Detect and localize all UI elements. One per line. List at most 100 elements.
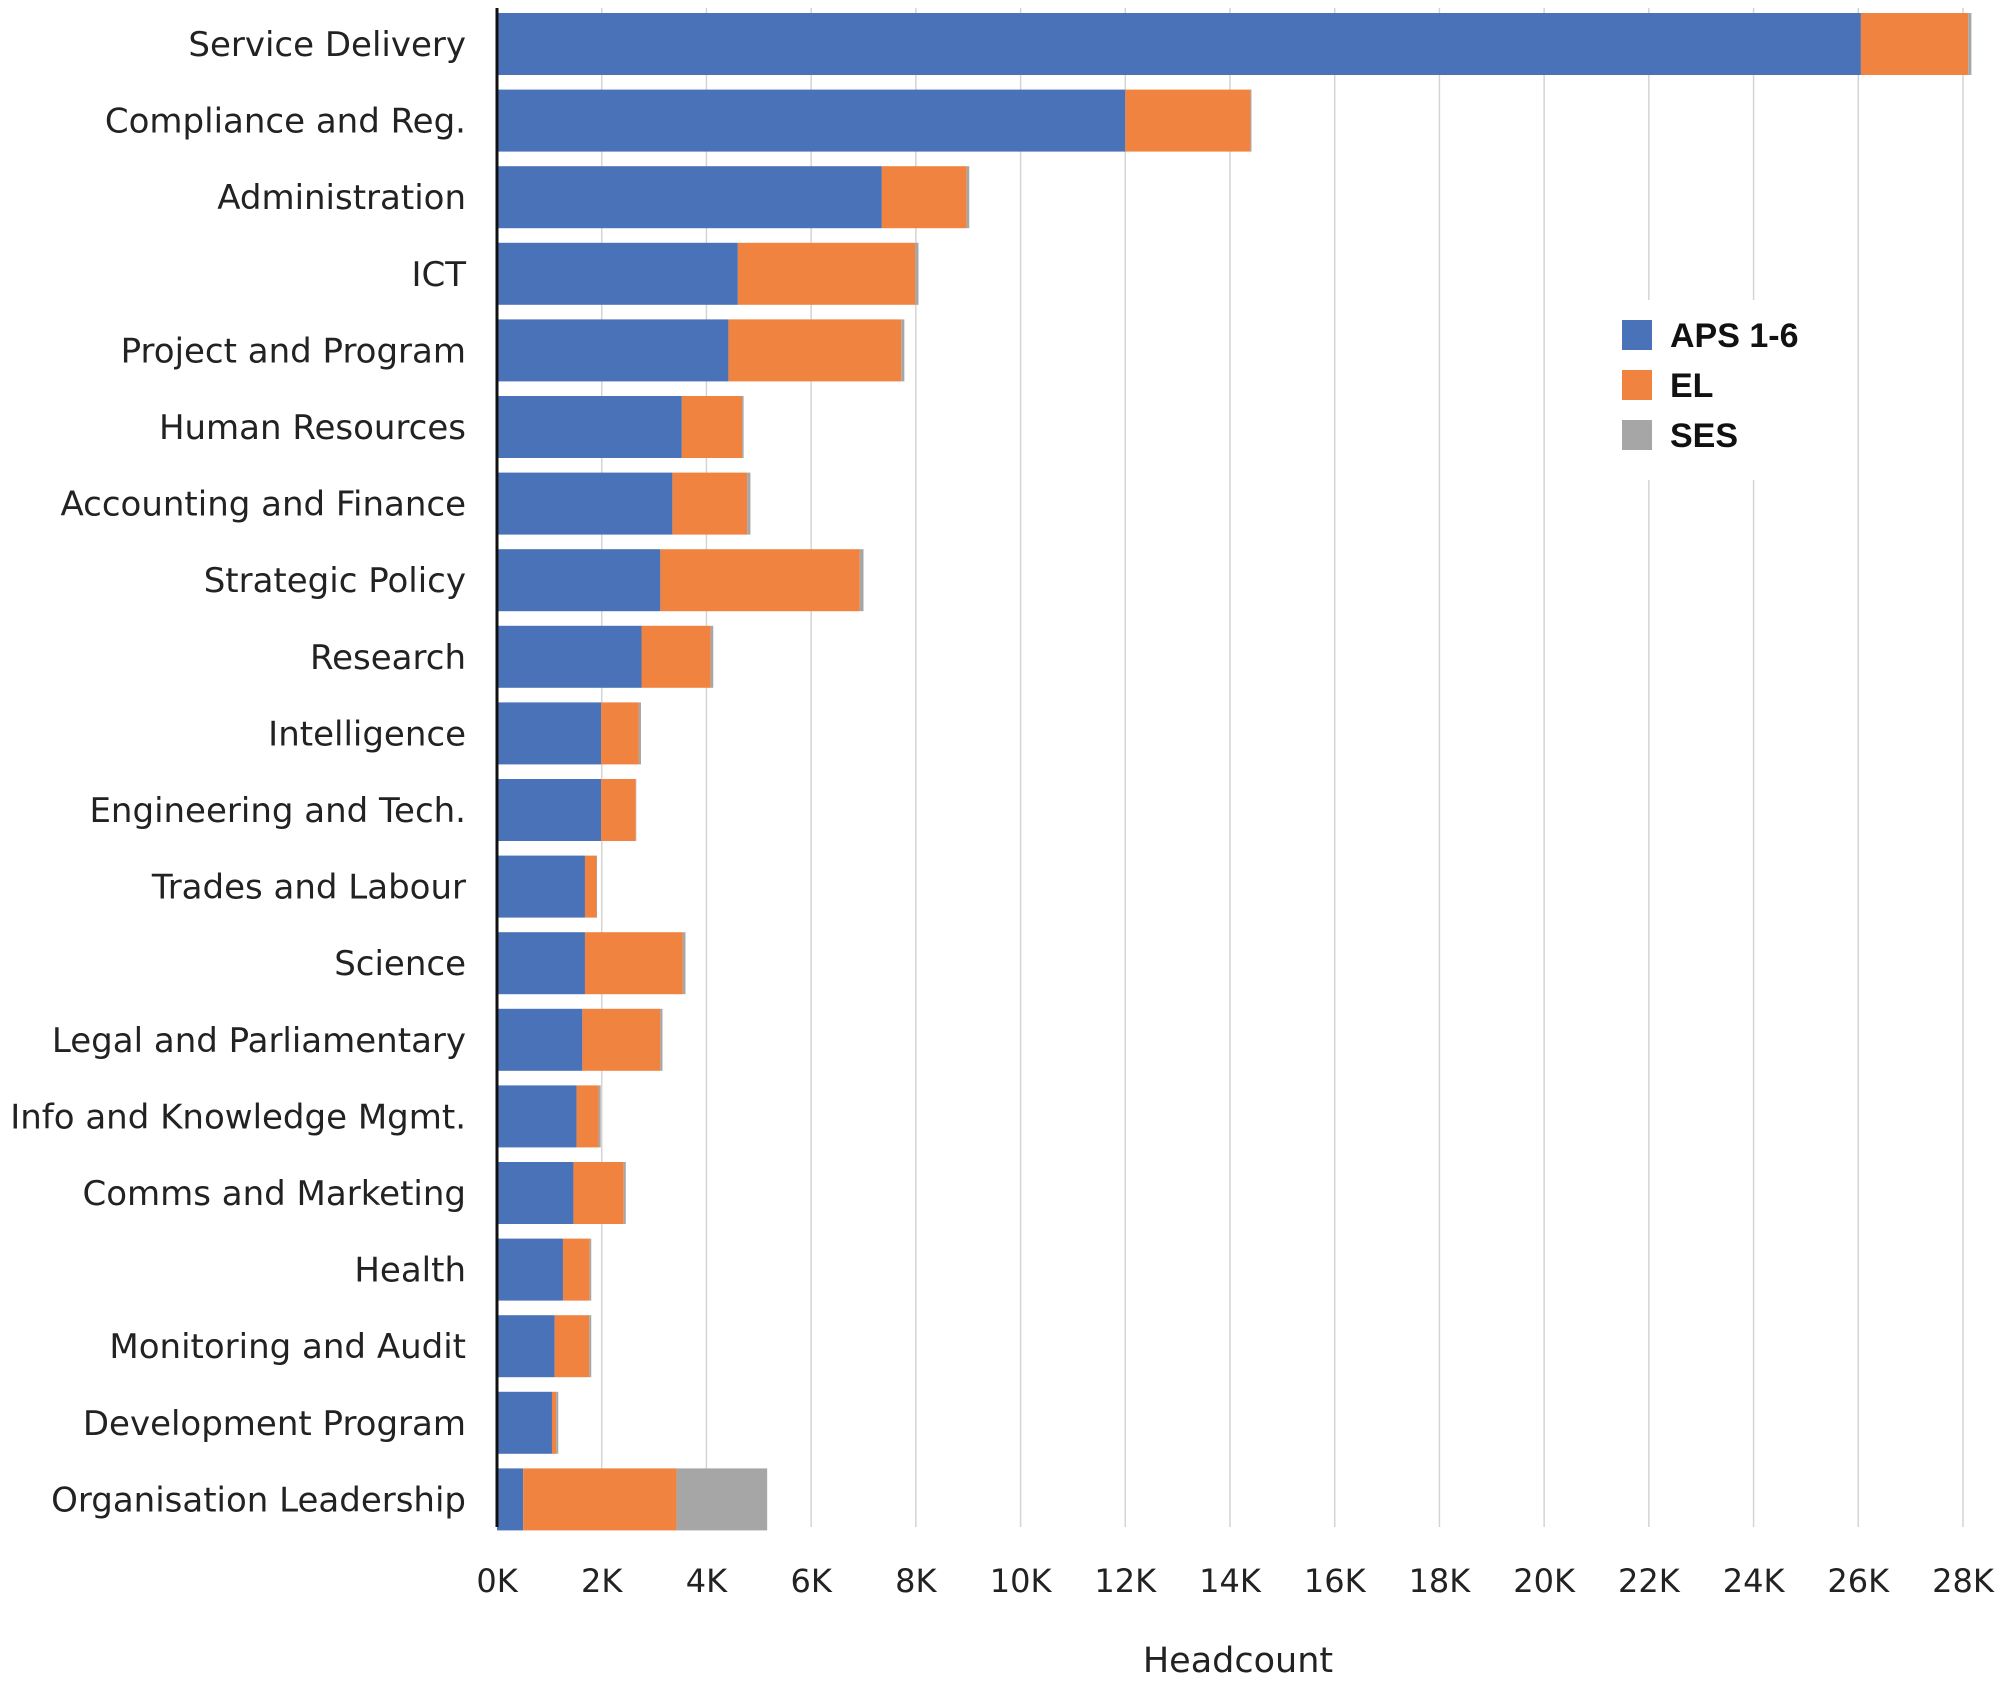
bar-aps-1-6: [497, 89, 1126, 152]
x-tick-label: 22K: [1618, 1562, 1681, 1600]
bar-aps-1-6: [497, 1468, 524, 1531]
bar-aps-1-6: [497, 1315, 555, 1378]
bar-el: [551, 1391, 557, 1454]
x-tick-label: 6K: [790, 1562, 832, 1600]
category-label: Compliance and Reg.: [105, 102, 466, 142]
bar-el: [1125, 89, 1251, 152]
category-label: Engineering and Tech.: [89, 791, 466, 831]
bar-el: [523, 1468, 677, 1531]
bar-aps-1-6: [497, 166, 882, 229]
x-tick-label: 10K: [990, 1562, 1053, 1600]
legend-label: APS 1-6: [1670, 317, 1799, 355]
bar-aps-1-6: [497, 242, 738, 305]
bar-el: [582, 1008, 661, 1071]
bar-el: [573, 1162, 624, 1224]
category-label: Monitoring and Audit: [109, 1327, 466, 1367]
legend-swatch: [1622, 320, 1652, 350]
bar-aps-1-6: [497, 702, 602, 765]
bar-el: [576, 1085, 599, 1148]
category-label: Strategic Policy: [204, 561, 466, 601]
category-label: Service Delivery: [188, 25, 466, 65]
bar-aps-1-6: [497, 1008, 583, 1071]
category-label: Info and Knowledge Mgmt.: [10, 1097, 466, 1137]
bar-aps-1-6: [497, 625, 642, 688]
bar-el: [1860, 13, 1969, 75]
legend-label: SES: [1670, 417, 1738, 455]
category-labels: Service Delivery Compliance and Reg. Admin…: [10, 25, 466, 1520]
x-tick-label: 4K: [686, 1562, 728, 1600]
bar-el: [672, 472, 748, 535]
bar-ses: [676, 1468, 768, 1531]
bar-aps-1-6: [497, 779, 602, 841]
category-label: Intelligence: [268, 714, 466, 754]
bar-ses: [966, 166, 970, 229]
bar-aps-1-6: [497, 549, 661, 612]
bar-ses: [556, 1391, 559, 1454]
bars: [497, 13, 1972, 1531]
bar-el: [554, 1315, 590, 1378]
bar-ses: [859, 549, 864, 612]
bar-ses: [742, 396, 744, 458]
bar-el: [641, 625, 711, 688]
bar-aps-1-6: [497, 1238, 563, 1301]
x-tick-label: 28K: [1932, 1562, 1995, 1600]
x-tick-label: 0K: [476, 1562, 518, 1600]
category-label: Science: [334, 944, 466, 984]
bar-el: [562, 1238, 590, 1301]
bar-el: [737, 242, 916, 305]
category-label: Trades and Labour: [151, 868, 466, 908]
bar-el: [601, 779, 636, 841]
bar-ses: [1250, 89, 1252, 152]
bar-ses: [589, 1315, 592, 1378]
bar-ses: [660, 1008, 663, 1071]
category-label: Development Program: [83, 1404, 466, 1444]
bar-ses: [635, 779, 637, 841]
x-tick-label: 16K: [1304, 1562, 1367, 1600]
category-label: Health: [354, 1251, 466, 1291]
x-tick-label: 8K: [895, 1562, 937, 1600]
x-tick-label: 12K: [1094, 1562, 1157, 1600]
bar-el: [584, 855, 597, 918]
x-tick-label: 24K: [1723, 1562, 1786, 1600]
bar-ses: [623, 1162, 626, 1224]
x-tick-labels: 0K 2K 4K 6K 8K 10K 12K 14K 16K 18K 20K 22K 24K 26K 28K: [476, 1562, 1995, 1600]
bar-el: [584, 932, 683, 995]
bar-aps-1-6: [497, 855, 585, 918]
category-label: Project and Program: [121, 331, 466, 371]
bar-el: [601, 702, 639, 765]
bar-aps-1-6: [497, 13, 1861, 75]
x-tick-label: 18K: [1409, 1562, 1472, 1600]
bar-el: [881, 166, 967, 229]
bar-ses: [598, 1085, 601, 1148]
bar-ses: [915, 242, 919, 305]
category-label: Research: [310, 638, 466, 678]
category-label: Legal and Parliamentary: [52, 1021, 466, 1061]
x-tick-label: 26K: [1827, 1562, 1890, 1600]
bar-aps-1-6: [497, 472, 673, 535]
bar-aps-1-6: [497, 396, 682, 458]
bar-aps-1-6: [497, 1085, 577, 1148]
bar-aps-1-6: [497, 319, 729, 382]
bar-ses: [638, 702, 641, 765]
bar-ses: [596, 855, 598, 918]
x-tick-label: 2K: [581, 1562, 623, 1600]
x-tick-label: 20K: [1513, 1562, 1576, 1600]
legend-swatch: [1622, 420, 1652, 450]
category-label: ICT: [411, 255, 466, 295]
bar-ses: [901, 319, 905, 382]
x-tick-label: 14K: [1199, 1562, 1262, 1600]
category-label: Human Resources: [159, 408, 466, 448]
legend-swatch: [1622, 370, 1652, 400]
bar-aps-1-6: [497, 1391, 552, 1454]
bar-ses: [710, 625, 714, 688]
bar-el: [681, 396, 743, 458]
legend-label: EL: [1670, 367, 1713, 405]
category-label: Accounting and Finance: [60, 485, 466, 525]
bar-aps-1-6: [497, 932, 585, 995]
bar-el: [728, 319, 902, 382]
bar-ses: [589, 1238, 592, 1301]
bar-ses: [1968, 13, 1972, 75]
bar-el: [660, 549, 860, 612]
legend: APS 1-6 EL SES: [1600, 300, 1850, 480]
